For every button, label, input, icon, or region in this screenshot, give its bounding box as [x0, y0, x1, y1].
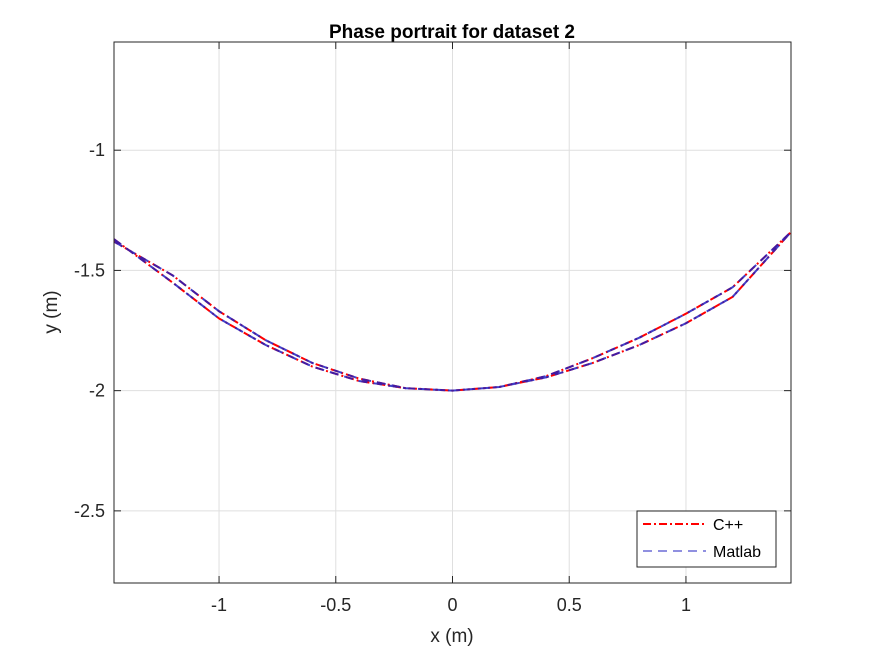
- y-tick-label: -1: [89, 140, 105, 160]
- legend: C++ Matlab: [636, 510, 777, 568]
- x-axis-label: x (m): [430, 626, 473, 647]
- y-axis-ticks: -2.5 -2 -1.5 -1: [74, 140, 791, 521]
- y-tick-label: -2: [89, 381, 105, 401]
- x-tick-label: -1: [211, 595, 227, 615]
- grid-lines: [114, 42, 791, 583]
- chart-title: Phase portrait for dataset 2: [329, 22, 575, 43]
- x-tick-label: 1: [681, 595, 691, 615]
- legend-label-cpp: C++: [713, 517, 743, 534]
- y-tick-label: -1.5: [74, 260, 105, 280]
- x-tick-label: 0.5: [557, 595, 582, 615]
- x-tick-label: 0: [447, 595, 457, 615]
- x-tick-label: -0.5: [320, 595, 351, 615]
- y-axis-label: y (m): [41, 290, 62, 333]
- legend-box: [636, 510, 777, 568]
- legend-label-matlab: Matlab: [713, 544, 761, 561]
- x-axis-ticks: -1 -0.5 0 0.5 1: [211, 42, 691, 615]
- y-tick-label: -2.5: [74, 501, 105, 521]
